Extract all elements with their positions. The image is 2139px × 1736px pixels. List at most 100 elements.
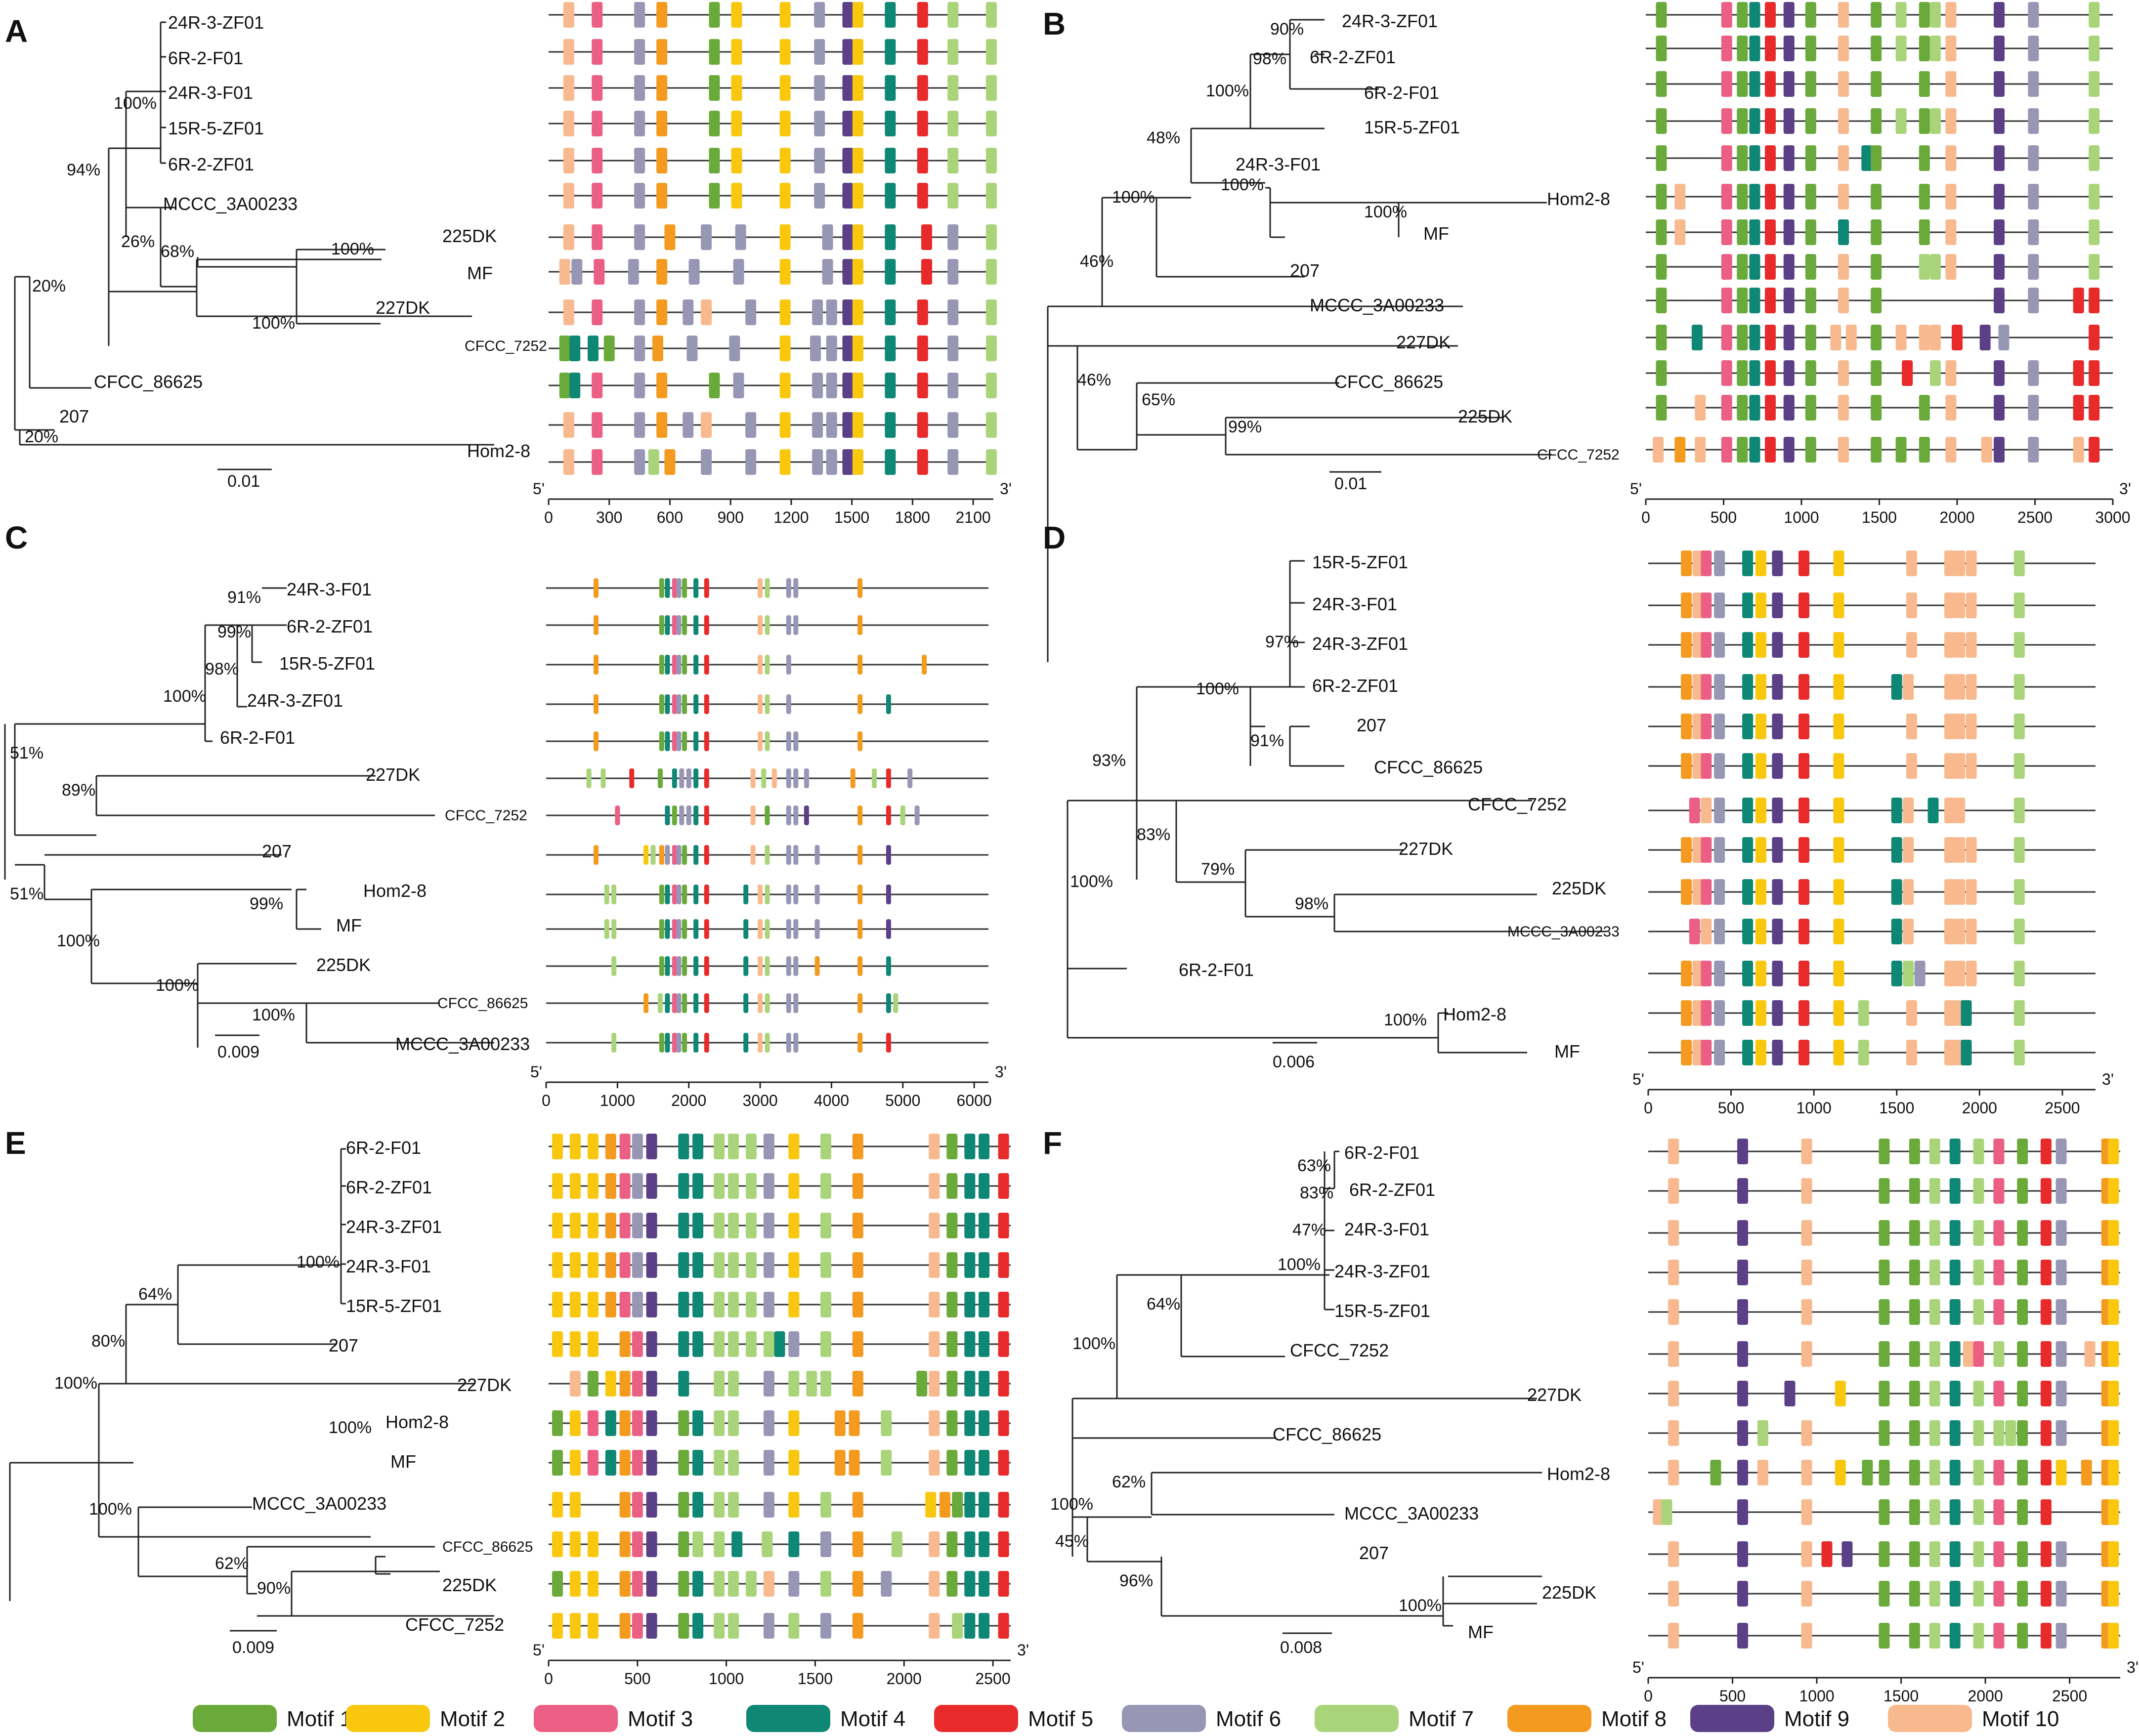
motif-7-box <box>947 39 959 65</box>
motif-4-box <box>665 805 670 825</box>
tree-leaf-label: MF <box>1423 223 1449 244</box>
motif-10-box <box>1945 184 1957 210</box>
motif-1-box <box>1879 1420 1890 1446</box>
motif-6-box <box>634 148 645 173</box>
motif-4-box <box>1749 36 1760 61</box>
motif-1-box <box>1805 145 1816 171</box>
motif-6-box <box>1714 593 1725 618</box>
motif-10-box <box>1668 1581 1679 1607</box>
axis-5prime-label: 5' <box>1632 1070 1644 1088</box>
motif-6-box <box>679 768 684 788</box>
motif-9-box <box>646 1331 657 1357</box>
motif-10-box <box>1845 325 1857 350</box>
motif-2-box <box>605 1371 616 1397</box>
motif-6-box <box>676 655 682 675</box>
axis-tick-label: 1000 <box>1799 1687 1834 1705</box>
axis-tick-label: 0 <box>1641 508 1650 526</box>
motif-8-box <box>643 993 649 1013</box>
motif-8-box <box>656 75 668 101</box>
motif-8-box <box>857 919 863 939</box>
tree-leaf-label: 227DK <box>376 297 430 318</box>
motif-9-box <box>842 259 854 285</box>
bootstrap-value: 100% <box>89 1500 132 1519</box>
motif-7-box <box>2013 837 2025 863</box>
motif-7-box <box>1929 108 1941 134</box>
motif-2-box <box>569 1531 581 1557</box>
motif-1-box <box>682 956 687 976</box>
motif-4-box <box>1949 1420 1961 1446</box>
motif-5-box <box>2040 1178 2052 1204</box>
motif-4-box <box>979 1331 990 1357</box>
motif-2-box <box>552 1213 563 1238</box>
motif-4-box <box>885 111 896 136</box>
motif-4-box <box>964 1410 976 1436</box>
motif-2-box <box>1833 550 1844 576</box>
motif-1-box <box>1737 36 1748 61</box>
tree-leaf-label: Hom2-8 <box>1547 189 1610 209</box>
motif-1-box <box>659 694 664 714</box>
motif-4-box <box>678 1371 689 1397</box>
motif-10-box <box>1838 437 1849 463</box>
motif-1-box <box>1871 360 1882 386</box>
motif-1-box <box>2017 1381 2028 1406</box>
motif-6-box <box>1714 1000 1725 1026</box>
tree-leaf-label: 24R-3-ZF01 <box>247 690 343 711</box>
bootstrap-value: 20% <box>25 427 58 446</box>
motif-2-box <box>2108 1581 2119 1607</box>
motif-6-box <box>2028 2 2039 28</box>
motif-4-box <box>605 1410 616 1436</box>
motif-7-box <box>2089 145 2100 171</box>
motif-5-box <box>1798 961 1810 986</box>
motif-9-box <box>842 39 854 65</box>
bootstrap-value: 100% <box>1070 872 1113 891</box>
motif-6-box <box>2055 1299 2067 1325</box>
motif-6-box <box>763 1252 774 1278</box>
panel-F: F 6R-2-F01 6R-2-ZF01 24R-3-F01 24R-3-ZF01 15R… <box>1043 1125 2139 1705</box>
motif-5-box <box>1765 184 1776 210</box>
motif-2-box <box>2108 1341 2119 1367</box>
motif-1-box <box>1805 219 1816 245</box>
motif-3-box <box>1689 798 1700 823</box>
motif-5-box <box>704 845 709 865</box>
motif-1-box <box>1805 71 1816 97</box>
tree-leaf-label: 227DK <box>1527 1385 1582 1405</box>
motif-7-box <box>820 1134 831 1159</box>
motif-9-box <box>1783 108 1795 134</box>
motif-7-box <box>714 1450 725 1476</box>
motif-10-box <box>1945 395 1957 421</box>
motif-7-box <box>745 1173 757 1199</box>
motif-1-box <box>1909 1260 1920 1285</box>
motif-4-box <box>692 1492 704 1518</box>
legend-swatch <box>534 1705 618 1732</box>
axis-tick-label: 1000 <box>1784 508 1819 526</box>
motif-1-box <box>946 1252 958 1278</box>
motif-5-box <box>1798 593 1810 618</box>
motif-7-box <box>765 694 770 714</box>
motif-4-box <box>964 1213 976 1238</box>
axis-tick-label: 2500 <box>2045 1099 2080 1117</box>
motif-9-box <box>842 148 854 173</box>
tree-leaf-label: CFCC_7252 <box>1537 447 1620 463</box>
motif-7-box <box>1929 1623 1940 1649</box>
motif-10-box <box>1692 837 1704 863</box>
motif-1-box <box>1909 1460 1920 1485</box>
motif-6-box <box>701 449 712 475</box>
tree-leaf-label: 15R-5-ZF01 <box>346 1296 442 1316</box>
motif-10-box <box>1966 593 1977 618</box>
bootstrap-value: 98% <box>1253 49 1286 68</box>
motif-2-box <box>552 1331 563 1357</box>
motif-1-box <box>1871 2 1882 28</box>
motif-4-box <box>979 1531 990 1557</box>
motif-6-box <box>786 731 791 751</box>
motif-5-box <box>998 1571 1009 1597</box>
motif-9-box <box>1783 219 1795 245</box>
motif-7-box <box>985 224 997 250</box>
bootstrap-value: 80% <box>91 1332 125 1351</box>
motif-5-box <box>704 885 709 904</box>
motif-7-box <box>650 845 656 865</box>
motif-6-box <box>679 805 684 825</box>
motif-8-box <box>1681 632 1692 658</box>
motif-6-box <box>2055 1581 2067 1607</box>
motif-1-box <box>559 336 570 361</box>
motif-2-box <box>731 111 742 136</box>
